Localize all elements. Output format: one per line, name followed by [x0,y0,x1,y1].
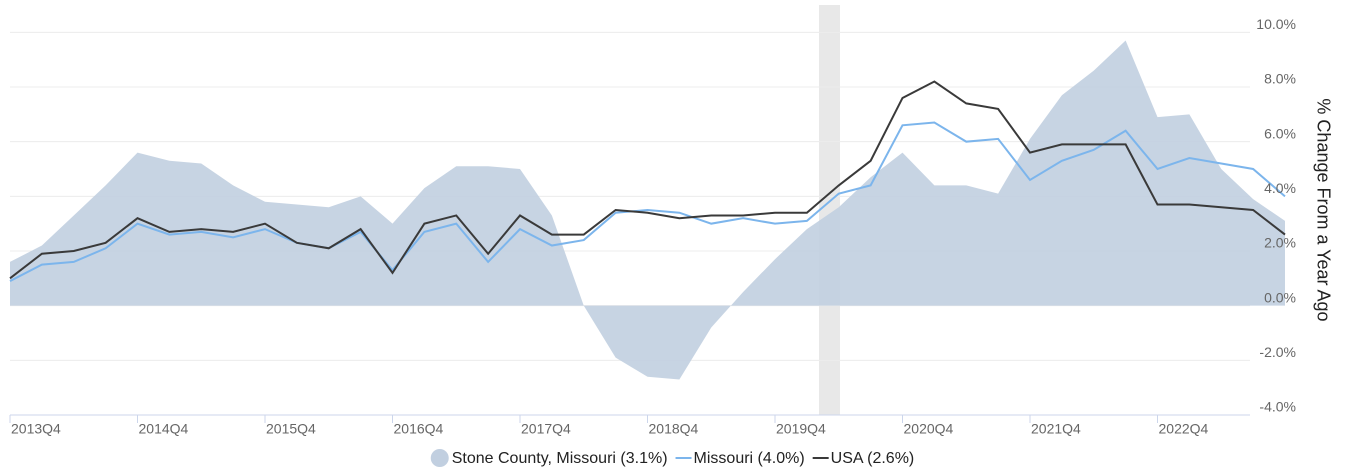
x-tick-label: 2020Q4 [904,421,954,437]
x-tick-label: 2016Q4 [394,421,444,437]
recession-shade [819,5,840,415]
legend-item: USA (2.6%) [812,450,915,467]
x-tick-label: 2015Q4 [266,421,316,437]
x-tick-label: 2013Q4 [11,421,61,437]
axes: -4.0% -2.0% 0.0% 2.0% 4.0% 6.0% 8.0% 10.0% 2013Q… [9,16,1296,437]
y-tick-label: 10.0% [1256,16,1296,32]
legend: Stone County, Missouri (3.1%) Missouri (4… [430,449,915,467]
legend-item: Stone County, Missouri (3.1%) [430,449,668,467]
y-tick-label: 6.0% [1264,125,1296,141]
legend-label: Missouri (4.0%) [694,450,805,467]
legend-item: Missouri (4.0%) [675,450,805,467]
x-tick-label: 2019Q4 [776,421,826,437]
x-tick-label: 2014Q4 [139,421,189,437]
line [9,121,1286,282]
legend-label: Stone County, Missouri (3.1%) [452,450,668,467]
y-tick-label: -2.0% [1259,344,1296,360]
y-tick-label: 2.0% [1264,235,1296,251]
x-tick-label: 2018Q4 [649,421,699,437]
line [9,80,1286,280]
x-tick-label: 2022Q4 [1159,421,1209,437]
y-tick-label: -4.0% [1259,399,1296,415]
x-tick-label: 2021Q4 [1031,421,1081,437]
y-tick-label: 8.0% [1264,71,1296,87]
y-tick-label: 4.0% [1264,180,1296,196]
plot [9,40,1286,380]
y-tick-label: 0.0% [1264,289,1296,305]
area [10,40,1285,380]
legend-label: USA (2.6%) [831,450,915,467]
y-axis-title: % Change From a Year Ago [1313,98,1333,321]
legend-symbol [430,449,449,467]
x-tick-label: 2017Q4 [521,421,571,437]
